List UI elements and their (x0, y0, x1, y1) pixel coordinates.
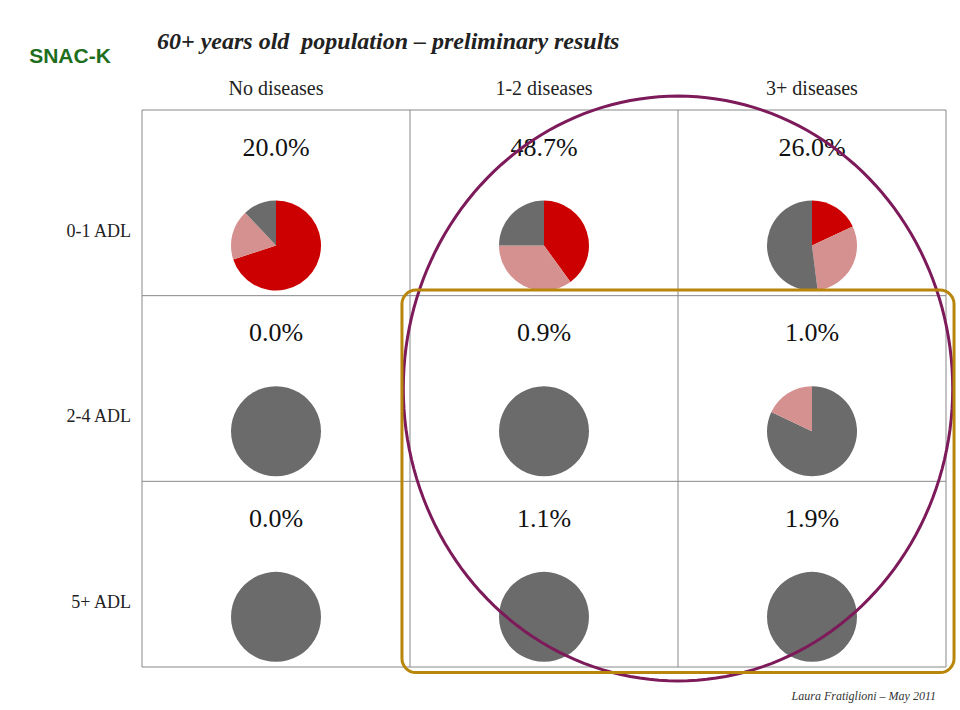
svg-text:0.0%: 0.0% (249, 504, 303, 533)
svg-text:20.0%: 20.0% (242, 133, 309, 162)
svg-text:48.7%: 48.7% (510, 132, 578, 162)
svg-text:60+ years old population – pr: 60+ years old population – preliminary r… (157, 28, 619, 54)
svg-text:1.0%: 1.0% (785, 318, 839, 347)
svg-text:SNAC-K: SNAC-K (29, 44, 111, 67)
svg-text:2-4 ADL: 2-4 ADL (67, 406, 132, 426)
svg-text:3+ diseases: 3+ diseases (766, 77, 858, 99)
svg-text:1.9%: 1.9% (785, 504, 839, 533)
svg-text:0.0%: 0.0% (249, 318, 303, 347)
svg-text:0.9%: 0.9% (517, 318, 571, 347)
svg-text:1-2 diseases: 1-2 diseases (495, 77, 592, 99)
svg-text:5+ ADL: 5+ ADL (71, 592, 131, 612)
svg-text:0-1 ADL: 0-1 ADL (67, 221, 132, 241)
svg-text:No diseases: No diseases (229, 77, 324, 99)
svg-text:26.0%: 26.0% (778, 132, 846, 162)
svg-text:1.1%: 1.1% (517, 504, 571, 533)
svg-text:Laura Fratiglioni – May 2011: Laura Fratiglioni – May 2011 (791, 689, 936, 703)
